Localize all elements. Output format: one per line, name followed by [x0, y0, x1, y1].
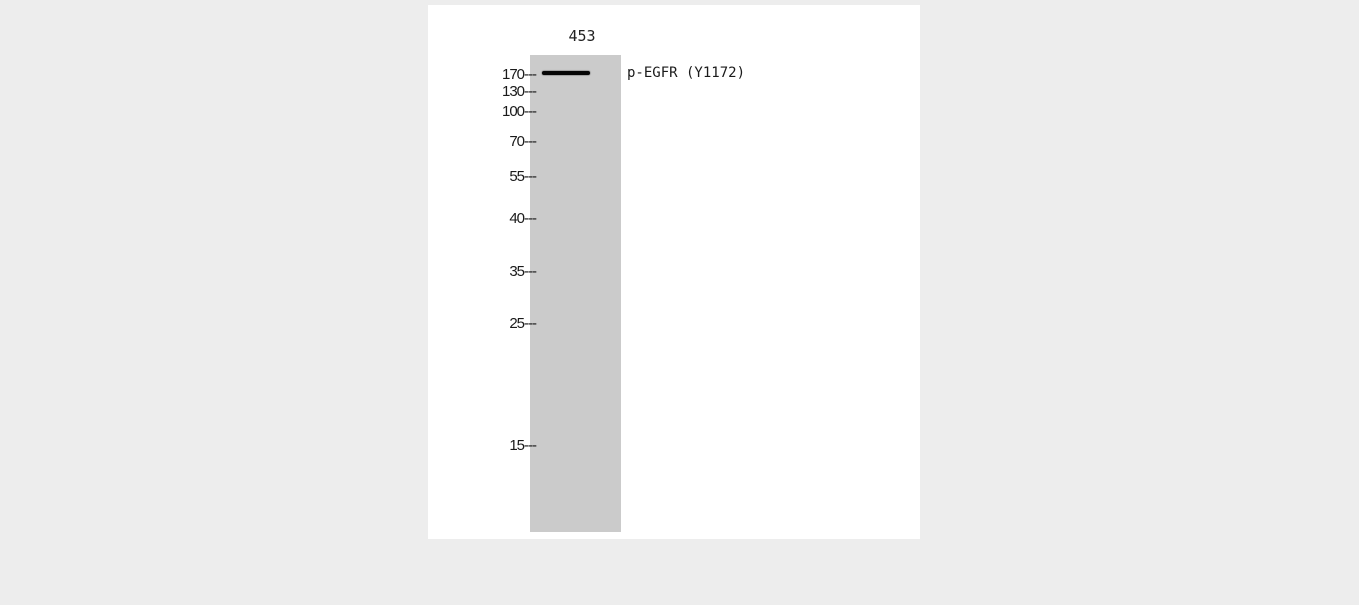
- marker-40: 40---: [509, 210, 537, 227]
- marker-130: 130---: [501, 83, 537, 100]
- marker-15: 15---: [509, 437, 537, 454]
- marker-100: 100---: [501, 103, 537, 120]
- blot-lane: [530, 55, 621, 532]
- marker-35: 35---: [509, 263, 537, 280]
- marker-70: 70---: [509, 133, 537, 150]
- molecular-weight-markers: 170--- 130--- 100--- 70--- 55--- 40--- 3…: [450, 0, 537, 605]
- lane-label: 453: [568, 27, 596, 45]
- protein-band: [542, 71, 590, 75]
- marker-25: 25---: [509, 315, 537, 332]
- marker-170: 170---: [501, 66, 537, 83]
- target-protein-label: p-EGFR (Y1172): [627, 65, 746, 81]
- western-blot-panel: [428, 5, 920, 539]
- marker-55: 55---: [509, 168, 537, 185]
